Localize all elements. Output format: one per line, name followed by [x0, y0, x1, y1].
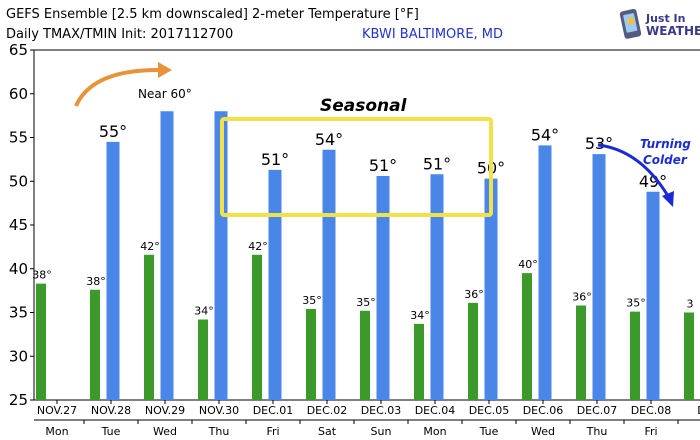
x-day-label: Wed: [531, 425, 555, 438]
tmax-bar: [430, 174, 444, 400]
x-date-label: NOV.27: [37, 404, 77, 417]
x-date-label: DEC.02: [307, 404, 348, 417]
tmin-label: 42°: [140, 240, 160, 253]
tmin-bar: [576, 305, 586, 400]
y-tick-label: 45: [9, 216, 28, 234]
tmin-label: 36°: [464, 288, 484, 301]
warming-arrow-icon: [74, 62, 172, 107]
x-date-label: DEC.03: [361, 404, 402, 417]
x-date-label: DEC.06: [523, 404, 564, 417]
y-tick-label: 35: [9, 304, 28, 322]
labels-layer: 55°51°54°51° 51° 50°54° 53°49°38° 38°42°34°4…: [32, 122, 693, 322]
turning-colder-line1: Turning: [640, 137, 691, 151]
tmin-bar: [198, 319, 208, 400]
tmin-bar: [360, 310, 370, 400]
tmin-bar: [252, 254, 262, 400]
tmin-bar: [144, 254, 154, 400]
tmax-bar: [592, 154, 606, 400]
tmax-bar: [160, 111, 174, 400]
seasonal-label: Seasonal: [320, 96, 408, 116]
x-day-label: Sat: [318, 425, 337, 438]
y-tick-label: 25: [9, 391, 28, 409]
tmin-bar: [414, 323, 424, 400]
tmin-label: 34°: [194, 305, 214, 318]
chart-title-line2: Daily TMAX/TMIN Init: 2017112700: [6, 27, 233, 42]
x-date-label: NOV.29: [145, 404, 185, 417]
x-date-label: DE: [697, 404, 700, 417]
y-tick-label: 50: [9, 172, 28, 190]
tmin-bar: [684, 312, 694, 400]
cooling-arrow-icon: [597, 143, 674, 207]
tmin-label: 34°: [410, 309, 430, 322]
tmin-bar: [306, 309, 316, 400]
tmax-bar: [538, 145, 552, 400]
tmin-label: 36°: [572, 291, 592, 304]
tmin-label: 35°: [626, 297, 646, 310]
chart-title-line1: GEFS Ensemble [2.5 km downscaled] 2-mete…: [6, 7, 419, 22]
near-60-label: Near 60°: [138, 87, 192, 101]
phone-sun-icon: [619, 8, 642, 39]
tmin-label: 42°: [248, 240, 268, 253]
logo-line2: WEATHER: [646, 24, 700, 38]
tmin-label: 3: [687, 298, 694, 311]
x-date-label: DEC.01: [253, 404, 294, 417]
x-date-label: NOV.30: [199, 404, 239, 417]
tmax-bar: [376, 176, 390, 400]
tmax-bar: [214, 111, 228, 400]
x-day-label: Fri: [644, 425, 657, 438]
x-date-label: DEC.08: [631, 404, 672, 417]
tmax-label: 55°: [99, 122, 127, 141]
tmin-label: 40°: [518, 258, 538, 271]
tmax-bar: [268, 169, 282, 400]
x-date-label: DEC.07: [577, 404, 618, 417]
tmin-bar: [630, 311, 640, 400]
x-day-label: Mon: [423, 425, 446, 438]
turning-colder-line2: Colder: [643, 153, 688, 167]
x-day-label: Fri: [266, 425, 279, 438]
y-tick-label: 40: [9, 260, 28, 278]
tmax-bar: [106, 141, 120, 400]
tmax-label: 51°: [261, 150, 289, 169]
x-day-label: Tue: [101, 425, 121, 438]
x-day-label: Thu: [586, 425, 608, 438]
x-day-label: Tue: [479, 425, 499, 438]
x-day-label: Wed: [153, 425, 177, 438]
tmax-bar: [646, 191, 660, 400]
tmax-bar: [322, 149, 336, 400]
x-date-label: NOV.28: [91, 404, 131, 417]
bars-layer: [36, 111, 694, 400]
logo-line1: Just In: [645, 12, 685, 25]
tmax-label: 54°: [315, 130, 343, 149]
tmin-bar: [522, 273, 532, 400]
y-tick-label: 60: [9, 85, 28, 103]
tmax-label: 54°: [531, 125, 559, 144]
x-date-label: DEC.04: [415, 404, 456, 417]
tmin-label: 38°: [86, 275, 106, 288]
x-day-label: Mon: [45, 425, 68, 438]
x-day-label: Thu: [208, 425, 230, 438]
tmin-label: 35°: [356, 296, 376, 309]
tmin-label: 38°: [32, 269, 52, 282]
y-tick-label: 65: [9, 41, 28, 59]
y-tick-label: 30: [9, 347, 28, 365]
tmin-bar: [36, 283, 46, 400]
station-label: KBWI BALTIMORE, MD: [362, 27, 503, 42]
tmax-label: 51°: [369, 156, 397, 175]
tmax-bar: [484, 178, 498, 400]
y-tick-label: 55: [9, 129, 28, 147]
x-date-label: DEC.05: [469, 404, 510, 417]
tmin-bar: [468, 302, 478, 400]
tmin-label: 35°: [302, 294, 322, 307]
tmax-label: 51°: [423, 154, 451, 173]
plot-axes: 25 30 35 40 45 50 55 60 65: [9, 41, 700, 409]
seasonal-box: [220, 117, 493, 217]
x-axis: NOV.27 Mon NOV.28 Tue NOV.29 Wed NOV.30 Thu DEC.…: [34, 400, 700, 438]
x-day-label: Sun: [371, 425, 392, 438]
logo: Just In WEATHER: [619, 8, 700, 39]
tmin-bar: [90, 289, 100, 400]
